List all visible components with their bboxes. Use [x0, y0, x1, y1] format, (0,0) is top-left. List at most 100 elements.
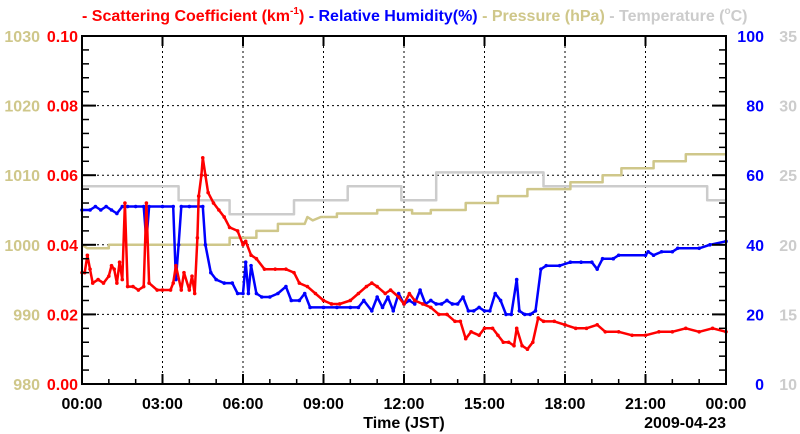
x-tick-label: 06:00: [223, 396, 264, 413]
data-point: [407, 298, 412, 303]
x-tick-label: 00:00: [62, 396, 103, 413]
data-point: [160, 288, 165, 292]
humidity-tick-label: 0: [755, 377, 764, 394]
x-tick-label: 03:00: [142, 396, 183, 413]
data-point: [160, 204, 165, 209]
data-point: [120, 204, 125, 209]
data-point: [284, 284, 288, 289]
data-point: [179, 204, 184, 209]
data-point: [697, 330, 701, 334]
data-point: [490, 326, 495, 331]
data-point: [517, 309, 522, 313]
data-point: [174, 263, 178, 268]
data-point: [651, 253, 656, 258]
data-point: [211, 201, 216, 205]
data-point: [450, 302, 455, 306]
data-point: [544, 263, 549, 268]
data-point: [466, 309, 471, 313]
humidity-tick-label: 20: [746, 307, 764, 324]
data-point: [493, 291, 498, 296]
data-point: [568, 260, 573, 265]
data-point: [643, 253, 648, 258]
data-point: [115, 211, 119, 216]
data-point: [531, 340, 535, 345]
data-point: [522, 312, 527, 317]
data-point: [412, 302, 417, 306]
data-point: [131, 284, 135, 289]
data-point: [93, 204, 98, 209]
data-point: [533, 309, 538, 313]
data-point: [584, 326, 589, 331]
scattering-tick-label: 0.10: [47, 29, 78, 46]
data-point: [141, 284, 146, 289]
data-point: [222, 215, 227, 219]
data-point: [461, 295, 465, 299]
data-point: [200, 204, 205, 209]
x-tick-label: 21:00: [625, 396, 666, 413]
temperature-tick-label: 25: [779, 168, 797, 185]
data-point: [386, 295, 390, 299]
data-point: [254, 256, 259, 261]
data-point: [246, 291, 251, 296]
data-point: [512, 343, 516, 348]
data-point: [199, 173, 204, 177]
data-point: [217, 208, 221, 212]
data-point: [439, 302, 444, 306]
data-point: [477, 333, 481, 338]
data-point: [262, 267, 267, 271]
series-layer: [80, 153, 728, 352]
data-point: [453, 319, 457, 324]
data-point: [482, 309, 487, 313]
data-point: [305, 284, 310, 289]
data-point: [227, 225, 232, 230]
data-point: [498, 298, 503, 303]
data-point: [364, 284, 369, 289]
temperature-tick-label: 10: [779, 377, 797, 394]
x-tick-label: 15:00: [464, 396, 505, 413]
data-point: [144, 201, 149, 205]
data-point: [471, 309, 476, 313]
data-point: [321, 298, 326, 303]
data-point: [611, 256, 616, 261]
data-point: [708, 243, 712, 247]
data-point: [182, 270, 186, 275]
data-point: [407, 291, 412, 296]
axes: [81, 35, 727, 385]
x-tick-label: 12:00: [384, 396, 425, 413]
data-point: [125, 284, 130, 289]
scattering-tick-label: 0.02: [47, 307, 78, 324]
data-point: [482, 326, 487, 331]
x-axis-label: Time (JST): [363, 415, 445, 432]
data-point: [603, 330, 608, 334]
data-point: [630, 333, 634, 338]
data-point: [187, 288, 192, 292]
data-point: [176, 243, 181, 247]
data-point: [168, 288, 173, 292]
scattering-tick-label: 0.00: [47, 377, 78, 394]
data-point: [155, 288, 159, 292]
legend: - Scattering Coefficient (km-1) - Relati…: [82, 6, 748, 25]
data-point: [337, 302, 342, 306]
data-point: [646, 249, 650, 254]
data-point: [112, 267, 116, 271]
data-point: [616, 330, 621, 334]
data-point: [249, 263, 253, 268]
legend-entry-3: - Temperature (: [605, 8, 725, 25]
data-point: [249, 253, 253, 258]
scattering-tick-label: 0.06: [47, 168, 78, 185]
data-point: [469, 330, 473, 334]
data-point: [101, 281, 106, 285]
data-point: [616, 253, 621, 258]
data-point: [192, 291, 197, 296]
x-tick-label: 00:00: [706, 396, 747, 413]
data-point: [370, 309, 374, 313]
humidity-tick-label: 60: [746, 168, 764, 185]
data-point: [552, 319, 557, 324]
legend-suffix: ): [299, 8, 304, 25]
data-point: [85, 253, 90, 258]
data-point: [133, 204, 138, 209]
data-point: [683, 326, 688, 331]
data-point: [335, 305, 339, 310]
data-point: [412, 298, 417, 303]
data-point: [539, 267, 543, 271]
